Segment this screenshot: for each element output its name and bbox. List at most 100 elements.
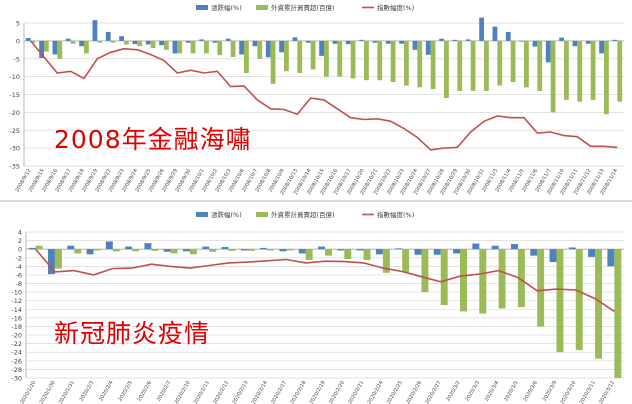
bar-change [472, 243, 480, 250]
y-tick-label: -8 [16, 280, 22, 288]
legend-swatch [256, 5, 268, 10]
y-tick-label: -10 [9, 73, 20, 81]
bar-foreign [510, 40, 516, 82]
bar-foreign [189, 249, 197, 255]
bar-change [337, 249, 345, 251]
bar-foreign [270, 40, 276, 84]
y-tick-label: -6 [16, 271, 22, 279]
bar-change [298, 249, 306, 254]
bar-foreign [84, 40, 89, 54]
bar-change [240, 249, 248, 251]
bar-foreign [204, 40, 209, 54]
bar-foreign [150, 40, 156, 49]
bar-change [492, 26, 498, 41]
bar-change [568, 247, 576, 250]
bar-change [202, 246, 210, 250]
bar-change [252, 40, 258, 47]
bar-change [212, 40, 218, 43]
bar-change [86, 249, 94, 255]
bar-foreign [556, 249, 564, 353]
bar-change [279, 40, 284, 53]
panel-divider [0, 200, 632, 202]
bar-change [279, 249, 287, 252]
bar-foreign [460, 249, 467, 312]
bar-foreign [417, 40, 423, 88]
legend-swatch [256, 212, 268, 217]
bar-foreign [590, 40, 596, 100]
bar-foreign [284, 40, 289, 72]
bar-change [433, 249, 441, 255]
bar-foreign [470, 40, 476, 91]
x-tick-label: 2020/3/5 [503, 380, 519, 402]
bar-change [132, 40, 138, 45]
y-tick-label: -10 [11, 289, 22, 297]
y-tick-label: -24 [11, 349, 22, 357]
chart-2008-svg: 50-5-10-15-20-25-30-352008/9/122008/9/15… [9, 3, 624, 196]
bar-foreign [244, 40, 249, 74]
x-tick-label: 2020/2/14 [251, 380, 269, 404]
x-tick-label: 2020/2/10 [174, 380, 192, 404]
bar-change [125, 246, 133, 250]
y-tick-label: -30 [11, 375, 22, 383]
bar-foreign [537, 40, 543, 91]
x-tick-label: 2020/1/20 [19, 380, 37, 404]
legend-swatch [196, 5, 208, 10]
bar-foreign [524, 40, 529, 88]
bar-change [144, 243, 152, 250]
legend-label: 漲跌幅(%) [211, 210, 242, 219]
bar-change [607, 249, 615, 267]
y-tick-label: -20 [9, 109, 20, 117]
bar-foreign [364, 40, 369, 81]
bar-change [385, 40, 391, 44]
bar-change [47, 249, 55, 275]
bar-foreign [57, 40, 63, 59]
bar-change [532, 40, 538, 47]
bar-foreign [217, 40, 223, 56]
bar-change [67, 245, 75, 250]
bar-change [519, 40, 524, 42]
bar-change [239, 40, 244, 55]
bar-foreign [517, 249, 525, 308]
bar-foreign [537, 249, 545, 327]
bar-change [545, 40, 551, 63]
bar-foreign [377, 40, 383, 81]
bar-change [319, 40, 324, 56]
x-tick-label: 2020/2/5 [117, 380, 133, 402]
caption-covid: 新冠肺炎疫情 [54, 319, 211, 348]
bar-change [305, 40, 311, 43]
x-tick-label: 2020/2/26 [405, 380, 423, 404]
bar-foreign [324, 40, 329, 77]
bar-foreign [310, 40, 316, 70]
bar-change [79, 40, 84, 47]
bar-foreign [247, 249, 255, 251]
x-tick-label: 2020/3/11 [579, 380, 597, 404]
bar-foreign [257, 40, 263, 59]
chart-covid-svg: 420-2-4-6-8-10-12-14-16-18-20-22-24-26-2… [11, 210, 624, 404]
x-tick-label: 2020/3/9 [542, 380, 558, 402]
y-tick-label: -12 [11, 297, 22, 305]
bar-change [225, 38, 231, 41]
y-tick-label: -15 [9, 91, 20, 99]
bar-foreign [604, 40, 609, 115]
bar-change [185, 40, 191, 43]
bar-foreign [137, 40, 143, 47]
bar-foreign [564, 40, 569, 100]
x-tick-label: 2020/2/25 [386, 380, 404, 404]
bar-change [375, 249, 383, 255]
bar-foreign [363, 249, 371, 260]
bar-change [530, 249, 538, 256]
y-tick-label: -26 [11, 357, 22, 365]
bar-foreign [209, 249, 217, 252]
x-tick-label: 2020/2/4 [98, 380, 114, 402]
bar-change [345, 40, 351, 45]
bar-change [199, 39, 204, 41]
x-tick-label: 2020/3/2 [445, 380, 461, 402]
bar-foreign [404, 40, 409, 86]
bar-change [292, 37, 298, 41]
bar-foreign [617, 40, 623, 102]
bar-change [549, 249, 557, 263]
bar-change [395, 248, 403, 250]
bar-foreign [614, 249, 622, 378]
x-tick-label: 2020/1/31 [58, 380, 76, 404]
bar-foreign [444, 40, 449, 99]
